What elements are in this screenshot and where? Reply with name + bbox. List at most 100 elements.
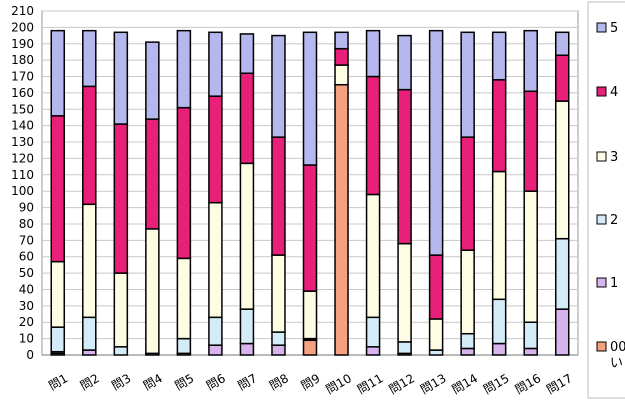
y-tick-label: 40 xyxy=(19,282,34,296)
bar-segment xyxy=(460,249,475,335)
bar-segment xyxy=(365,29,381,78)
x-tick-label: 問14 xyxy=(450,371,481,397)
y-tick-label: 30 xyxy=(19,299,34,313)
bar-segment xyxy=(334,47,349,66)
bar-segment xyxy=(271,331,286,346)
x-tick-label: 問7 xyxy=(235,371,259,393)
y-tick-label: 200 xyxy=(11,20,34,34)
y-tick-label: 150 xyxy=(11,102,34,116)
legend-label: 2 xyxy=(610,213,618,228)
bar-segment xyxy=(460,347,475,356)
x-tick-label: 問12 xyxy=(386,371,417,397)
bar-segment xyxy=(365,316,381,348)
x-tick-label: 問17 xyxy=(544,371,575,397)
bar-segment xyxy=(397,88,412,245)
y-tick-label: 170 xyxy=(11,70,34,84)
bar-segment xyxy=(397,341,412,355)
bar-segment xyxy=(145,41,160,120)
bar-segment xyxy=(208,201,223,319)
bar-segment xyxy=(82,85,97,206)
y-tick-label: 180 xyxy=(11,53,34,67)
x-tick-label: 問10 xyxy=(323,371,354,397)
bar-segment xyxy=(50,260,66,328)
bar-segment xyxy=(50,115,66,263)
bar-segment xyxy=(176,257,192,340)
bar-segment xyxy=(302,339,318,356)
bar-segment xyxy=(302,164,318,292)
bar-segment xyxy=(428,254,444,320)
bar-segment xyxy=(397,242,412,343)
x-axis: 問1 問2 問3 問4 問5 問6 問7 問8 問9 問10 問11 問12 問13 問14 問15 問16 問… xyxy=(46,371,574,397)
bars xyxy=(50,29,570,356)
y-tick-label: 130 xyxy=(11,135,34,149)
y-tick-label: 80 xyxy=(19,217,34,231)
bar-segment xyxy=(145,228,160,355)
bar-segment xyxy=(82,203,97,319)
legend: 5 4 3 2 1 00い xyxy=(587,1,625,399)
bar-segment xyxy=(271,136,286,256)
bar-segment xyxy=(239,342,255,356)
bar-segment xyxy=(50,29,66,117)
legend-swatch xyxy=(596,214,607,225)
bar-segment xyxy=(113,272,129,348)
bar-segment xyxy=(460,136,475,251)
x-tick-label: 問1 xyxy=(46,371,70,393)
y-tick-label: 90 xyxy=(19,201,34,215)
bar-segment xyxy=(491,342,507,356)
legend-label: 00 xyxy=(610,340,625,355)
legend-swatch xyxy=(596,277,607,288)
bar-segment xyxy=(491,170,507,301)
legend-label: 5 xyxy=(610,21,618,36)
bar-segment xyxy=(554,100,570,240)
x-tick-label: 問3 xyxy=(109,371,133,393)
x-tick-label: 問5 xyxy=(172,371,196,393)
legend-box xyxy=(587,1,625,399)
bar-segment xyxy=(365,75,381,196)
bar-segment xyxy=(50,326,66,353)
bar-segment xyxy=(554,31,570,56)
bar-segment xyxy=(523,190,538,323)
y-tick-label: 70 xyxy=(19,233,34,247)
legend-label: 1 xyxy=(610,276,618,291)
bar-segment xyxy=(397,34,412,91)
y-tick-label: 10 xyxy=(19,332,34,346)
bar-segment xyxy=(271,34,286,138)
bar-segment xyxy=(113,346,129,356)
bar-segment xyxy=(113,123,129,274)
y-axis: 0 10 20 30 40 50 60 70 80 90 100 110 120 130 140 150 160… xyxy=(11,4,34,362)
bar-segment xyxy=(208,344,223,356)
y-tick-label: 210 xyxy=(11,4,34,18)
bar-segment xyxy=(239,162,255,310)
bar-segment xyxy=(239,308,255,345)
bar-segment xyxy=(334,64,349,86)
x-tick-label: 問9 xyxy=(298,371,322,393)
bar-segment xyxy=(554,308,570,356)
legend-label: 3 xyxy=(610,150,618,165)
bar-segment xyxy=(176,106,192,260)
bar-segment xyxy=(302,31,318,166)
bar-segment xyxy=(554,237,570,310)
bar-segment xyxy=(239,33,255,74)
y-tick-label: 140 xyxy=(11,119,34,133)
bar-segment xyxy=(334,31,349,50)
x-tick-label: 問2 xyxy=(78,371,102,393)
legend-label-line2: い xyxy=(610,356,623,371)
bar-segment xyxy=(460,31,475,138)
bar-segment xyxy=(491,79,507,173)
legend-label: 4 xyxy=(610,85,618,100)
bar-segment xyxy=(208,31,223,97)
bar-segment xyxy=(239,72,255,165)
bar-segment xyxy=(365,346,381,356)
bar-segment xyxy=(428,29,444,256)
bar-segment xyxy=(365,193,381,319)
bar-segment xyxy=(208,316,223,346)
x-tick-label: 問4 xyxy=(141,371,165,393)
y-tick-label: 60 xyxy=(19,250,34,264)
x-tick-label: 問8 xyxy=(267,371,291,393)
legend-swatch xyxy=(596,86,607,97)
bar-segment xyxy=(113,31,129,125)
x-tick-label: 問11 xyxy=(355,371,386,397)
bar-segment xyxy=(523,29,538,93)
x-tick-label: 問13 xyxy=(418,371,449,397)
y-tick-label: 100 xyxy=(11,184,34,198)
